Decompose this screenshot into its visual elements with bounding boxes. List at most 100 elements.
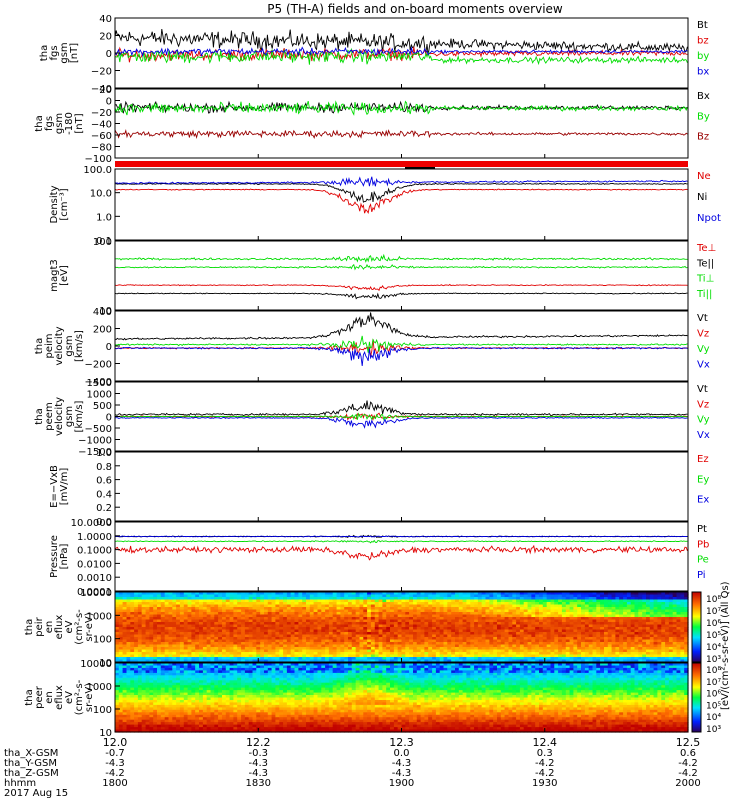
series-Vt-line [114,400,688,417]
panel-frame [114,168,689,241]
colorbar-tick-label: 10⁷ [706,678,721,688]
y-tick-label: 10000 [80,659,112,670]
y-tick-label: −20 [91,108,112,119]
footer-row-value: -4.3 [392,768,412,779]
y-axis-label: tha peem velocity gsm [km/s] [34,397,85,436]
panel-frame [114,451,689,522]
y-tick-label: −40 [91,84,112,95]
legend-Ez: Ez [697,454,709,465]
x-tick-label: 12.0 [103,736,128,749]
y-tick-label: 1000 [87,390,112,401]
footer-row-value: 0.0 [394,748,410,759]
colorbar-tick-label: 10⁴ [706,713,721,723]
y-axis-label: tha peim velocity gsm [km/s] [34,326,85,365]
y-axis-label-line: peir [34,616,45,636]
footer-row-value: 1830 [246,778,271,789]
y-tick-label: 1.0 [96,448,112,459]
y-axis-label: E=−VxB [mV/m] [49,465,70,508]
series-Pb-line [114,544,688,561]
y-axis-label-line: tha [24,619,35,635]
y-tick-label: 1.0 [96,212,112,223]
y-tick-label: 100.0 [83,165,112,176]
panel-3: 100.0 10.0 1.0 0.1 Density [cm⁻³] Ne Ni Npot [49,165,721,247]
y-axis-label-line: velocity [54,397,65,436]
y-tick-label: −20 [91,67,112,78]
legend-Bz: Bz [697,132,709,143]
colorbar [691,662,702,733]
footer-date: 2017 Aug 15 [4,788,68,799]
legend-Ti||: Ti|| [696,289,712,300]
legend-Ti⊥: Ti⊥ [696,274,714,285]
legend-Vt: Vt [697,384,708,395]
legend-Ex: Ex [697,495,709,506]
legend-Ne: Ne [697,171,711,182]
y-axis-label-line: gsm [59,42,70,63]
y-tick-label: 0.4 [96,489,112,500]
legend-Te||: Te|| [696,258,714,269]
y-axis-label: tha peer en eflux eV (cm²-s-sr-eV) [24,679,95,715]
y-axis-label-line: eflux [54,615,65,640]
footer-row-value: -4.3 [105,758,125,769]
y-axis-label-line: velocity [54,326,65,365]
x-tick-label: 12.2 [246,736,271,749]
series-Pe-line [115,539,688,544]
x-tick-label: 12.3 [389,736,414,749]
footer-row-value: 2000 [675,778,700,789]
y-tick-label: 100 [93,705,112,716]
series-Ti⊥-line [114,263,688,271]
y-tick-label: 100 [93,237,112,248]
y-axis-label: Density [cm⁻³] [49,185,70,223]
y-tick-label: 1500 [87,378,112,389]
y-axis-label-line: Density [49,185,60,223]
y-axis-label-line: gsm [64,406,75,427]
legend-Te⊥: Te⊥ [696,243,716,254]
colorbar-label-text: [eV/(cm²-s-sr-eV)] (All Qs) [720,581,731,710]
legend-Vy: Vy [697,415,710,426]
y-axis-label-line: sr-eV) [84,612,95,641]
y-axis-label-line: (cm²-s- [74,679,85,715]
footer-row-value: 1930 [532,778,557,789]
y-axis-label-line: fgs [49,45,60,60]
series-Bz-line [114,129,688,140]
y-axis-label-line: E=−VxB [49,465,60,508]
y-tick-label: 500 [93,401,112,412]
y-tick-label: 0.0001 [77,587,112,598]
legend-bz: bz [697,36,709,47]
footer-row-value: -4.2 [105,768,125,779]
footer-row-value: -4.2 [678,758,698,769]
footer-row-value: -4.2 [678,768,698,779]
panel-5: 400 200 0 −200 −400 tha peim velocity gsm [km/s] V… [34,307,710,388]
y-tick-label: 10000 [80,588,112,599]
y-tick-label: 100 [93,635,112,646]
y-axis-label-line: eV [64,620,75,633]
y-tick-label: −1500 [78,447,112,458]
series-Bt-line [114,29,688,56]
y-axis-label: tha peir en eflux eV (cm²-s-sr-eV) [24,609,95,645]
y-axis-label-line: peem [44,402,55,430]
series-Ne-line [114,188,688,214]
y-axis-label-line: [eV] [59,265,70,286]
y-axis-label-line: [nT] [74,113,85,133]
y-axis-label-line: fgs [44,116,55,131]
series-Ti||-line [114,253,688,263]
panel-frame [114,521,689,592]
y-axis-label-line: sr-eV) [84,683,95,712]
panel-7: 1.0 0.8 0.6 0.4 0.2 0.0 E=−VxB [mV/m] Ez Ey Ex [49,448,709,528]
x-tick-label: 12.4 [533,736,558,749]
y-tick-label: 20 [99,32,112,43]
legend-Pe: Pe [697,555,709,566]
panel-frame [114,88,689,159]
y-tick-label: 0 [106,413,112,424]
legend-Npot: Npot [697,213,721,224]
panel-9: 10000 1000 100 10 tha peir en eflux eV (cm²-s-sr-… [24,588,689,669]
footer-row-label: tha_Z-GSM [4,768,59,779]
y-tick-label: 0.0010 [77,573,112,584]
series-bx-line [114,46,688,58]
footer-row-value: 0.3 [537,748,553,759]
footer-row-label: tha_Y-GSM [4,758,57,769]
legend-bx: bx [697,67,709,78]
y-tick-label: 0.0100 [77,559,112,570]
